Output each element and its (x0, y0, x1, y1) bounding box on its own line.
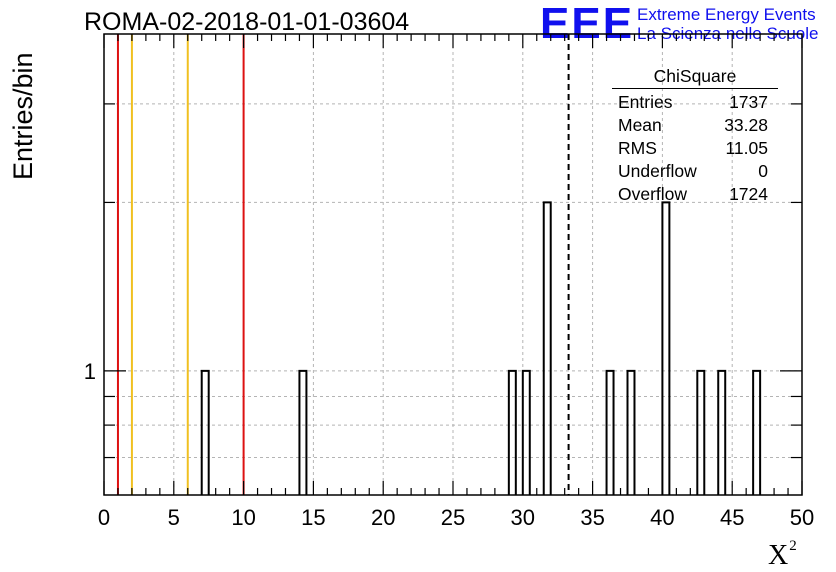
stats-value: 33.28 (724, 115, 768, 135)
histogram-bar (752, 369, 762, 495)
histogram-bar (507, 369, 517, 495)
stats-value: 0 (758, 161, 768, 181)
chart-title: ROMA-02-2018-01-01-03604 (84, 8, 410, 36)
x-tick-label: 35 (580, 505, 604, 530)
x-tick-label: 20 (371, 505, 395, 530)
stats-row-overflow: Overflow 1724 (612, 183, 778, 206)
histogram-bar (200, 369, 210, 495)
histogram-bar (696, 369, 706, 495)
x-tick-label: 45 (720, 505, 744, 530)
x-tick-label: 40 (650, 505, 674, 530)
stats-value: 1737 (729, 92, 768, 112)
histogram-bar (298, 369, 308, 495)
x-tick-label: 0 (98, 505, 110, 530)
stats-label: Overflow (618, 184, 688, 204)
x-axis-label: X2 (768, 538, 797, 571)
x-tick-label: 10 (231, 505, 255, 530)
stats-row-rms: RMS 11.05 (612, 137, 778, 160)
histogram-bar (542, 201, 552, 495)
histogram-bar (661, 201, 671, 495)
stats-row-entries: Entries 1737 (612, 91, 778, 114)
histogram-bar (626, 369, 636, 495)
stats-label: Mean (618, 115, 662, 135)
stats-row-mean: Mean 33.28 (612, 114, 778, 137)
stats-row-underflow: Underflow 0 (612, 160, 778, 183)
histogram-bar (717, 369, 727, 495)
histogram-bar (521, 369, 531, 495)
stats-label: RMS (618, 138, 657, 158)
x-tick-label: 5 (168, 505, 180, 530)
x-tick-label: 15 (301, 505, 325, 530)
stats-label: Entries (618, 92, 673, 112)
logo-line-1: Extreme Energy Events (637, 5, 816, 24)
stats-label: Underflow (618, 161, 697, 181)
eee-logo: EEE (540, 0, 635, 48)
y-tick-label: 1 (84, 359, 96, 384)
histogram-bar (605, 369, 615, 495)
x-tick-label: 50 (790, 505, 814, 530)
stats-title: ChiSquare (612, 66, 778, 89)
stats-value: 1724 (729, 184, 768, 204)
stats-box: ChiSquare Entries 1737 Mean 33.28 RMS 11… (612, 66, 778, 206)
x-tick-label: 30 (511, 505, 535, 530)
stats-value: 11.05 (725, 138, 769, 158)
x-tick-label: 25 (441, 505, 465, 530)
